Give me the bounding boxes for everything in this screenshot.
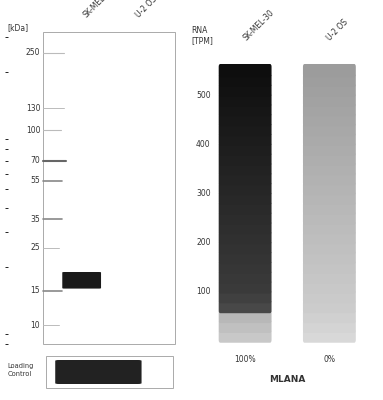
FancyBboxPatch shape: [219, 300, 272, 313]
FancyBboxPatch shape: [219, 251, 272, 264]
Text: 15: 15: [31, 286, 40, 295]
FancyBboxPatch shape: [303, 133, 356, 146]
FancyBboxPatch shape: [303, 261, 356, 274]
FancyBboxPatch shape: [219, 123, 272, 136]
Text: 25: 25: [31, 243, 40, 252]
FancyBboxPatch shape: [303, 320, 356, 333]
FancyBboxPatch shape: [303, 162, 356, 176]
FancyBboxPatch shape: [219, 84, 272, 97]
Text: 100%: 100%: [234, 354, 256, 364]
FancyBboxPatch shape: [303, 202, 356, 215]
FancyBboxPatch shape: [303, 280, 356, 294]
FancyBboxPatch shape: [219, 172, 272, 185]
FancyBboxPatch shape: [303, 74, 356, 87]
Text: [kDa]: [kDa]: [8, 23, 29, 32]
FancyBboxPatch shape: [219, 271, 272, 284]
FancyBboxPatch shape: [219, 152, 272, 166]
FancyBboxPatch shape: [303, 251, 356, 264]
FancyBboxPatch shape: [219, 74, 272, 87]
FancyBboxPatch shape: [303, 330, 356, 343]
FancyBboxPatch shape: [303, 290, 356, 303]
FancyBboxPatch shape: [219, 103, 272, 116]
Bar: [43, 32, 175, 344]
FancyBboxPatch shape: [55, 360, 142, 384]
FancyBboxPatch shape: [219, 113, 272, 126]
Text: 10: 10: [31, 321, 40, 330]
FancyBboxPatch shape: [219, 241, 272, 254]
FancyBboxPatch shape: [303, 152, 356, 166]
FancyBboxPatch shape: [219, 182, 272, 195]
Text: SK-MEL-30: SK-MEL-30: [241, 8, 276, 42]
FancyBboxPatch shape: [219, 202, 272, 215]
Text: 0%: 0%: [323, 354, 336, 364]
FancyBboxPatch shape: [219, 231, 272, 244]
FancyBboxPatch shape: [219, 222, 272, 234]
Text: 70: 70: [31, 156, 40, 165]
FancyBboxPatch shape: [303, 212, 356, 225]
FancyBboxPatch shape: [303, 113, 356, 126]
Text: 300: 300: [196, 189, 211, 198]
Text: 250: 250: [26, 48, 40, 57]
Text: Low: Low: [127, 362, 142, 370]
Text: Loading
Control: Loading Control: [8, 363, 34, 377]
Text: 130: 130: [26, 104, 40, 113]
FancyBboxPatch shape: [303, 300, 356, 313]
Text: 100: 100: [26, 126, 40, 135]
FancyBboxPatch shape: [303, 192, 356, 205]
Text: U-2 OS: U-2 OS: [326, 17, 350, 42]
FancyBboxPatch shape: [303, 103, 356, 116]
FancyBboxPatch shape: [303, 143, 356, 156]
FancyBboxPatch shape: [303, 64, 356, 77]
FancyBboxPatch shape: [219, 162, 272, 176]
FancyBboxPatch shape: [219, 94, 272, 106]
FancyBboxPatch shape: [219, 192, 272, 205]
FancyBboxPatch shape: [303, 84, 356, 97]
FancyBboxPatch shape: [303, 123, 356, 136]
Text: SK-MEL-30: SK-MEL-30: [82, 0, 116, 20]
FancyBboxPatch shape: [303, 222, 356, 234]
FancyBboxPatch shape: [303, 94, 356, 106]
Text: MLANA: MLANA: [269, 375, 305, 384]
FancyBboxPatch shape: [303, 310, 356, 323]
FancyBboxPatch shape: [303, 241, 356, 254]
FancyBboxPatch shape: [62, 272, 101, 288]
Text: 200: 200: [196, 238, 211, 247]
FancyBboxPatch shape: [219, 320, 272, 333]
Text: 35: 35: [31, 215, 40, 224]
Text: RNA
[TPM]: RNA [TPM]: [192, 26, 213, 46]
FancyBboxPatch shape: [219, 330, 272, 343]
FancyBboxPatch shape: [219, 133, 272, 146]
FancyBboxPatch shape: [303, 182, 356, 195]
FancyBboxPatch shape: [219, 310, 272, 323]
FancyBboxPatch shape: [219, 261, 272, 274]
FancyBboxPatch shape: [219, 143, 272, 156]
FancyBboxPatch shape: [303, 231, 356, 244]
FancyBboxPatch shape: [219, 64, 272, 77]
Bar: [46, 356, 173, 388]
Text: High: High: [73, 362, 90, 370]
FancyBboxPatch shape: [303, 271, 356, 284]
FancyBboxPatch shape: [219, 280, 272, 294]
FancyBboxPatch shape: [219, 212, 272, 225]
Text: U-2 OS: U-2 OS: [134, 0, 159, 20]
FancyBboxPatch shape: [303, 172, 356, 185]
FancyBboxPatch shape: [219, 290, 272, 303]
Text: 400: 400: [196, 140, 211, 149]
Text: 100: 100: [196, 288, 211, 296]
Text: 55: 55: [31, 176, 40, 186]
Text: 500: 500: [196, 91, 211, 100]
